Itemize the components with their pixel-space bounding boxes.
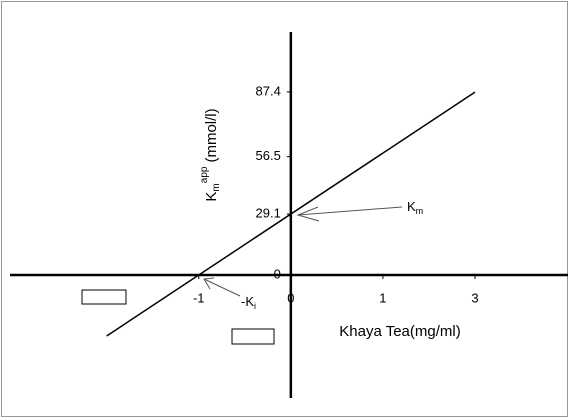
y-tick-label: 29.1 (256, 205, 281, 220)
data-line (106, 91, 476, 337)
y-tick-label: 0 (274, 266, 281, 281)
x-axis-label: Khaya Tea(mg/ml) (339, 323, 460, 340)
y-tick-label: 56.5 (256, 148, 281, 163)
y-label-text: K (203, 192, 220, 202)
annotation: Km (407, 199, 423, 216)
y-label-superscript: app (199, 166, 210, 183)
y-axis-label: Kmapp (mmol/l) (199, 108, 222, 201)
annotation-text: -K (241, 294, 254, 309)
x-tick-label: 1 (379, 290, 386, 305)
y-tick-label: 87.4 (256, 83, 281, 98)
arrow (203, 206, 403, 297)
y-label-subscript: m (211, 183, 222, 191)
annotation: -Ki (241, 294, 256, 311)
annotation-subscript: m (416, 206, 424, 216)
box (231, 328, 275, 345)
y-label-unit: (mmol/l) (203, 108, 220, 162)
box (81, 289, 127, 305)
annotation-text: K (407, 199, 416, 214)
x-tick-label: 0 (287, 290, 294, 305)
x-tick-label: 3 (471, 290, 478, 305)
x-tick-label: -1 (193, 290, 205, 305)
annotation-subscript: i (254, 301, 256, 311)
